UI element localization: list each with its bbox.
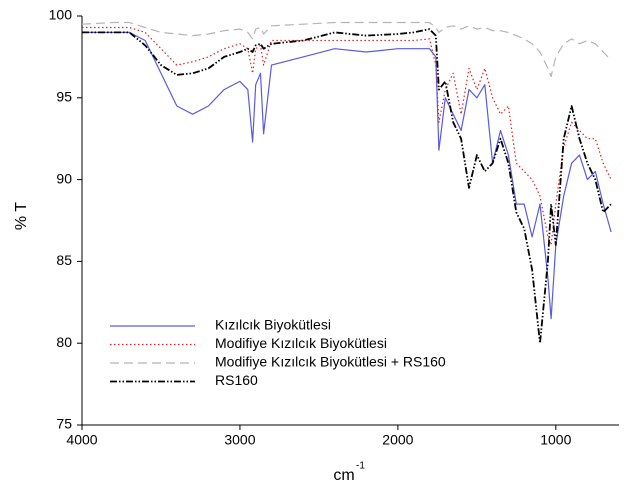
y-tick-label: 80 <box>56 334 72 350</box>
series-line <box>81 21 612 78</box>
x-axis-title-superscript: -1 <box>356 461 365 472</box>
x-tick-label: 2000 <box>382 432 413 448</box>
y-tick-label: 90 <box>56 170 72 186</box>
legend-label: Modifiye Kızılcık Biyokütlesi + RS160 <box>215 354 446 370</box>
y-tick-label: 75 <box>56 416 72 432</box>
y-tick-label: 85 <box>56 252 72 268</box>
series-line <box>82 28 612 345</box>
x-axis-title: cm <box>333 467 354 484</box>
y-tick-label: 100 <box>49 7 73 23</box>
x-tick-label: 4000 <box>66 432 97 448</box>
legend-label: Kızılcık Biyokütlesi <box>215 317 331 333</box>
legend-label: RS160 <box>215 372 258 388</box>
series-line <box>82 31 612 320</box>
legend-label: Modifiye Kızılcık Biyokütlesi <box>215 335 387 351</box>
x-tick-label: 1000 <box>540 432 571 448</box>
x-tick-label: 3000 <box>224 432 255 448</box>
series-line <box>82 26 612 246</box>
y-axis-title: % T <box>13 202 30 230</box>
y-tick-label: 95 <box>56 89 72 105</box>
